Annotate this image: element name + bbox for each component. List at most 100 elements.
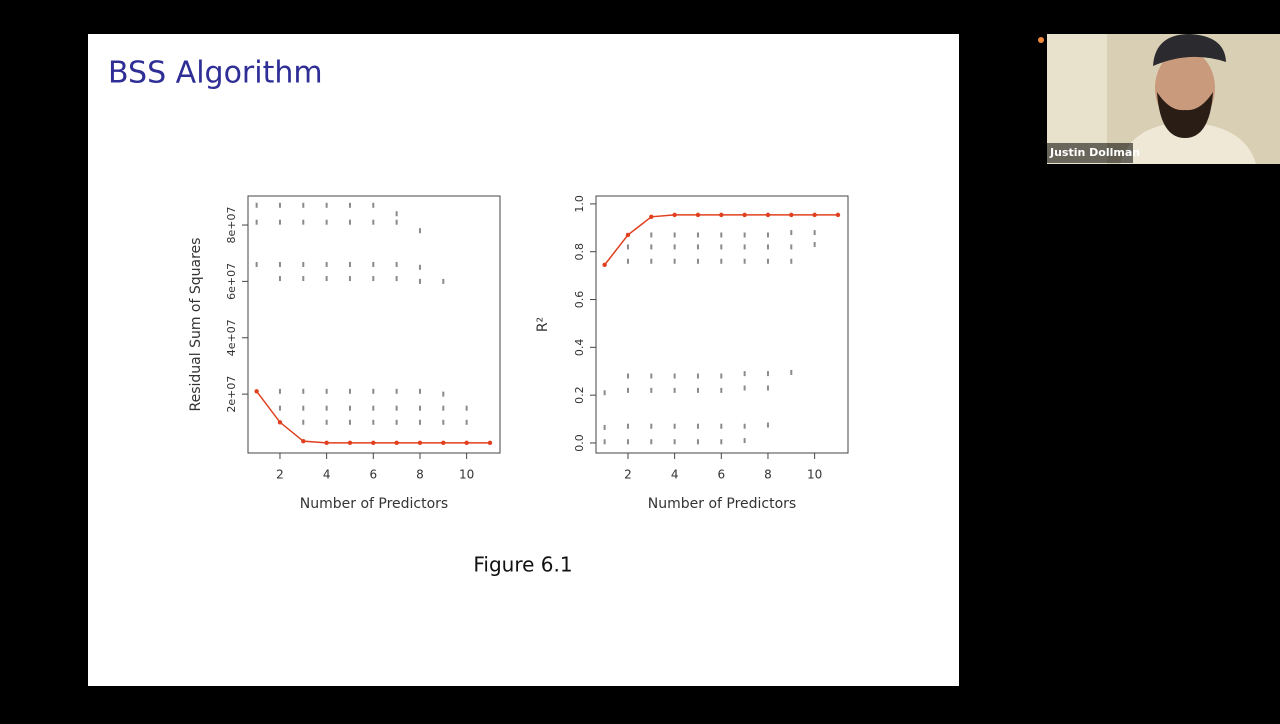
point: [720, 232, 723, 238]
point: [418, 388, 421, 394]
point: [765, 212, 771, 218]
point: [673, 258, 676, 264]
point: [302, 202, 305, 208]
point: [302, 261, 305, 267]
point: [743, 385, 746, 391]
point: [278, 219, 281, 225]
point: [395, 388, 398, 394]
point: [278, 261, 281, 267]
point: [650, 258, 653, 264]
y-tick-label: 4e+07: [225, 319, 238, 356]
point: [417, 440, 423, 446]
x-tick-label: 2: [624, 468, 632, 482]
point: [720, 244, 723, 250]
point: [766, 371, 769, 377]
point: [696, 387, 699, 393]
charts: 2 4 6 8 10 2e+07 4e+07 6e+07 8e+07 Number of Pred…: [188, 195, 849, 512]
point: [302, 219, 305, 225]
point: [325, 276, 328, 282]
plot-frame: [595, 195, 849, 454]
point: [649, 214, 654, 219]
x-tick-label: 4: [323, 468, 331, 482]
y-tick-label: 6e+07: [225, 263, 238, 300]
point: [790, 258, 793, 264]
point: [465, 419, 468, 425]
point: [695, 212, 701, 218]
point: [766, 422, 769, 428]
point: [696, 258, 699, 264]
point: [418, 264, 421, 270]
x-tick-label: 8: [764, 468, 772, 482]
point: [464, 440, 469, 446]
point: [372, 219, 375, 225]
y-tick-label: 8e+07: [225, 207, 238, 244]
y-tick-label: 1.0: [573, 195, 586, 213]
x-tick-label: 10: [459, 468, 474, 482]
point: [743, 232, 746, 238]
chart: 2 4 6 8 10 0.0 0.2 0.4 0.6 0.8 1.0 Number of Predic…: [535, 195, 849, 512]
point: [790, 244, 793, 250]
x-tick-label: 4: [671, 468, 679, 482]
point: [301, 438, 306, 444]
point: [789, 212, 794, 218]
point: [325, 405, 328, 411]
y-axis-title: R²: [535, 317, 551, 332]
point: [626, 373, 629, 379]
point: [766, 258, 769, 264]
point: [348, 405, 351, 411]
point: [418, 405, 421, 411]
point: [743, 371, 746, 377]
point: [626, 244, 629, 250]
point: [325, 261, 328, 267]
y-tick-label: 0.8: [573, 243, 586, 260]
point: [465, 405, 468, 411]
wall: [1047, 34, 1107, 164]
point: [650, 439, 653, 445]
point: [347, 440, 353, 446]
point: [442, 278, 445, 284]
y-axis-title: Residual Sum of Squares: [188, 238, 204, 412]
point: [418, 419, 421, 425]
y-tick-label: 0.6: [573, 291, 586, 309]
point: [813, 242, 816, 248]
point: [720, 373, 723, 379]
point: [650, 244, 653, 250]
x-tick-label: 2: [276, 468, 284, 482]
point: [442, 405, 445, 411]
point: [720, 258, 723, 264]
point: [626, 258, 629, 264]
point: [603, 439, 606, 445]
point: [673, 232, 676, 238]
point: [696, 423, 699, 429]
point: [372, 419, 375, 425]
point: [348, 388, 351, 394]
point: [650, 423, 653, 429]
x-tick-label: 10: [807, 468, 822, 482]
point: [673, 423, 676, 429]
beard: [1157, 92, 1213, 138]
point: [743, 258, 746, 264]
point: [835, 212, 841, 218]
point: [325, 219, 328, 225]
point: [277, 420, 283, 425]
point: [626, 387, 629, 393]
point: [812, 212, 817, 218]
point: [441, 440, 446, 446]
point: [766, 244, 769, 250]
point: [395, 211, 398, 217]
point: [487, 440, 493, 446]
point: [372, 405, 375, 411]
slide-title: BSS Algorithm: [108, 56, 323, 91]
point: [626, 423, 629, 429]
x-tick-label: 8: [416, 468, 424, 482]
participant-name: Justin Dollman: [1049, 146, 1140, 159]
point: [255, 261, 258, 267]
point: [278, 405, 281, 411]
point: [348, 261, 351, 267]
point: [743, 423, 746, 429]
y-tick-label: 0.2: [573, 386, 586, 404]
status-dot: [1038, 37, 1044, 43]
point: [325, 388, 328, 394]
point: [442, 419, 445, 425]
point: [418, 228, 421, 234]
